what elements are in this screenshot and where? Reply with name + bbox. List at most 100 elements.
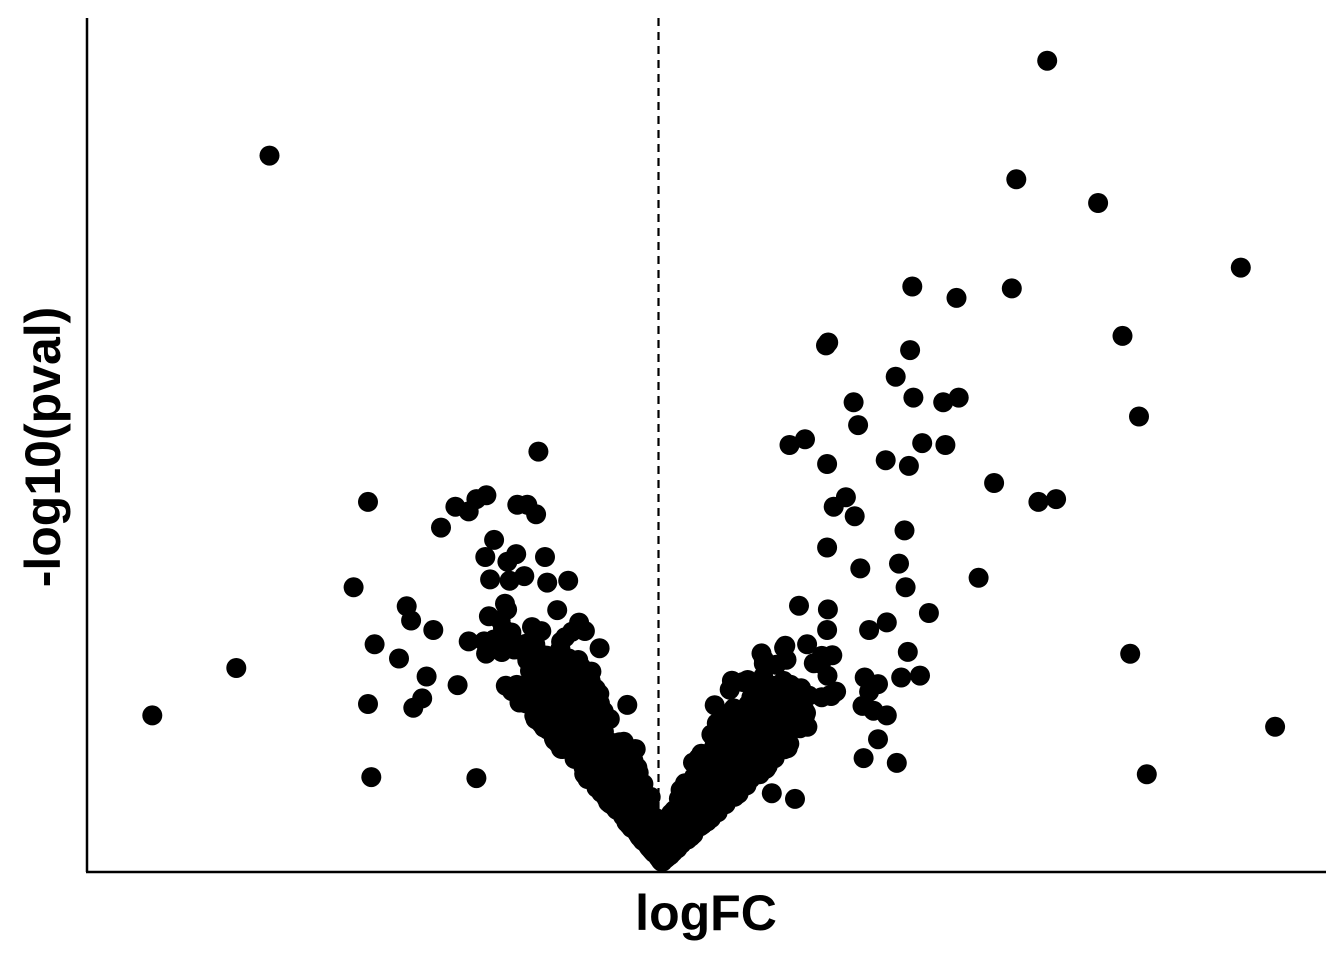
data-point — [811, 687, 832, 708]
data-point — [579, 711, 600, 732]
data-point — [509, 692, 530, 713]
data-point — [897, 641, 918, 662]
data-point — [445, 496, 466, 517]
data-point — [733, 672, 754, 692]
data-point — [736, 775, 757, 796]
data-point — [1037, 50, 1058, 71]
data-point — [817, 665, 838, 686]
data-point — [1129, 406, 1149, 427]
data-point — [543, 728, 564, 749]
data-point — [885, 366, 906, 387]
data-point — [480, 569, 501, 590]
data-point — [933, 392, 954, 413]
data-point — [558, 570, 579, 591]
data-point — [876, 612, 897, 633]
data-point — [790, 718, 810, 739]
data-point — [547, 600, 568, 621]
data-point — [484, 529, 505, 550]
data-point — [853, 748, 874, 769]
data-point — [476, 485, 497, 506]
data-point — [900, 340, 921, 361]
data-point — [697, 810, 718, 831]
data-point — [571, 687, 592, 708]
y-axis-label: -log10(pval) — [15, 307, 71, 588]
data-point — [699, 760, 720, 781]
data-point — [822, 645, 843, 666]
data-point — [259, 145, 280, 166]
data-point — [753, 649, 774, 670]
data-point — [1230, 257, 1251, 278]
data-point — [581, 661, 602, 682]
data-point — [761, 783, 782, 804]
data-point — [589, 638, 610, 659]
data-point — [767, 718, 788, 739]
data-point — [910, 665, 930, 686]
data-point — [704, 695, 725, 716]
data-point — [779, 733, 800, 754]
data-point — [743, 698, 764, 719]
data-point — [562, 621, 582, 642]
data-point — [361, 767, 382, 788]
data-point — [506, 544, 527, 565]
data-point — [142, 705, 163, 726]
data-point — [785, 788, 805, 809]
data-point — [552, 667, 573, 688]
data-point — [654, 848, 675, 869]
data-point — [534, 669, 555, 690]
data-point — [560, 704, 581, 725]
data-point — [816, 335, 836, 356]
data-points — [142, 50, 1286, 872]
data-point — [474, 631, 495, 652]
data-point — [423, 620, 444, 640]
data-point — [458, 631, 479, 652]
data-point — [984, 473, 1005, 493]
data-point — [875, 450, 896, 471]
data-point — [868, 729, 888, 750]
data-point — [1265, 716, 1286, 737]
data-point — [895, 577, 916, 598]
data-point — [583, 756, 604, 776]
data-point — [823, 496, 844, 517]
data-point — [1120, 643, 1141, 664]
data-point — [891, 667, 912, 688]
data-point — [797, 634, 818, 655]
data-point — [358, 694, 378, 714]
data-point — [506, 674, 527, 695]
data-point — [817, 454, 838, 474]
data-point — [447, 675, 468, 696]
data-point — [401, 610, 422, 631]
data-point — [784, 702, 805, 723]
data-point — [1046, 489, 1067, 510]
data-point — [1006, 169, 1027, 190]
data-point — [677, 829, 698, 850]
data-point — [526, 504, 547, 525]
data-point — [739, 747, 760, 768]
data-point — [601, 732, 622, 753]
data-point — [935, 435, 956, 455]
data-point — [894, 520, 915, 541]
data-point — [817, 537, 838, 558]
data-point — [537, 572, 558, 593]
data-point — [583, 734, 604, 755]
data-point — [912, 433, 933, 454]
data-point — [431, 517, 451, 538]
data-point — [725, 746, 746, 767]
data-point — [226, 658, 247, 678]
data-point — [886, 752, 907, 773]
data-point — [495, 593, 515, 614]
data-point — [466, 768, 487, 789]
data-point — [1001, 278, 1022, 299]
data-point — [903, 387, 924, 408]
data-point — [898, 455, 919, 476]
data-point — [705, 786, 726, 806]
data-point — [803, 653, 824, 674]
data-point — [918, 603, 939, 623]
data-point — [507, 494, 528, 515]
data-point — [1112, 325, 1133, 346]
data-point — [611, 789, 632, 810]
data-point — [948, 387, 969, 408]
data-point — [848, 415, 869, 436]
data-point — [850, 558, 871, 579]
data-point — [902, 276, 923, 297]
